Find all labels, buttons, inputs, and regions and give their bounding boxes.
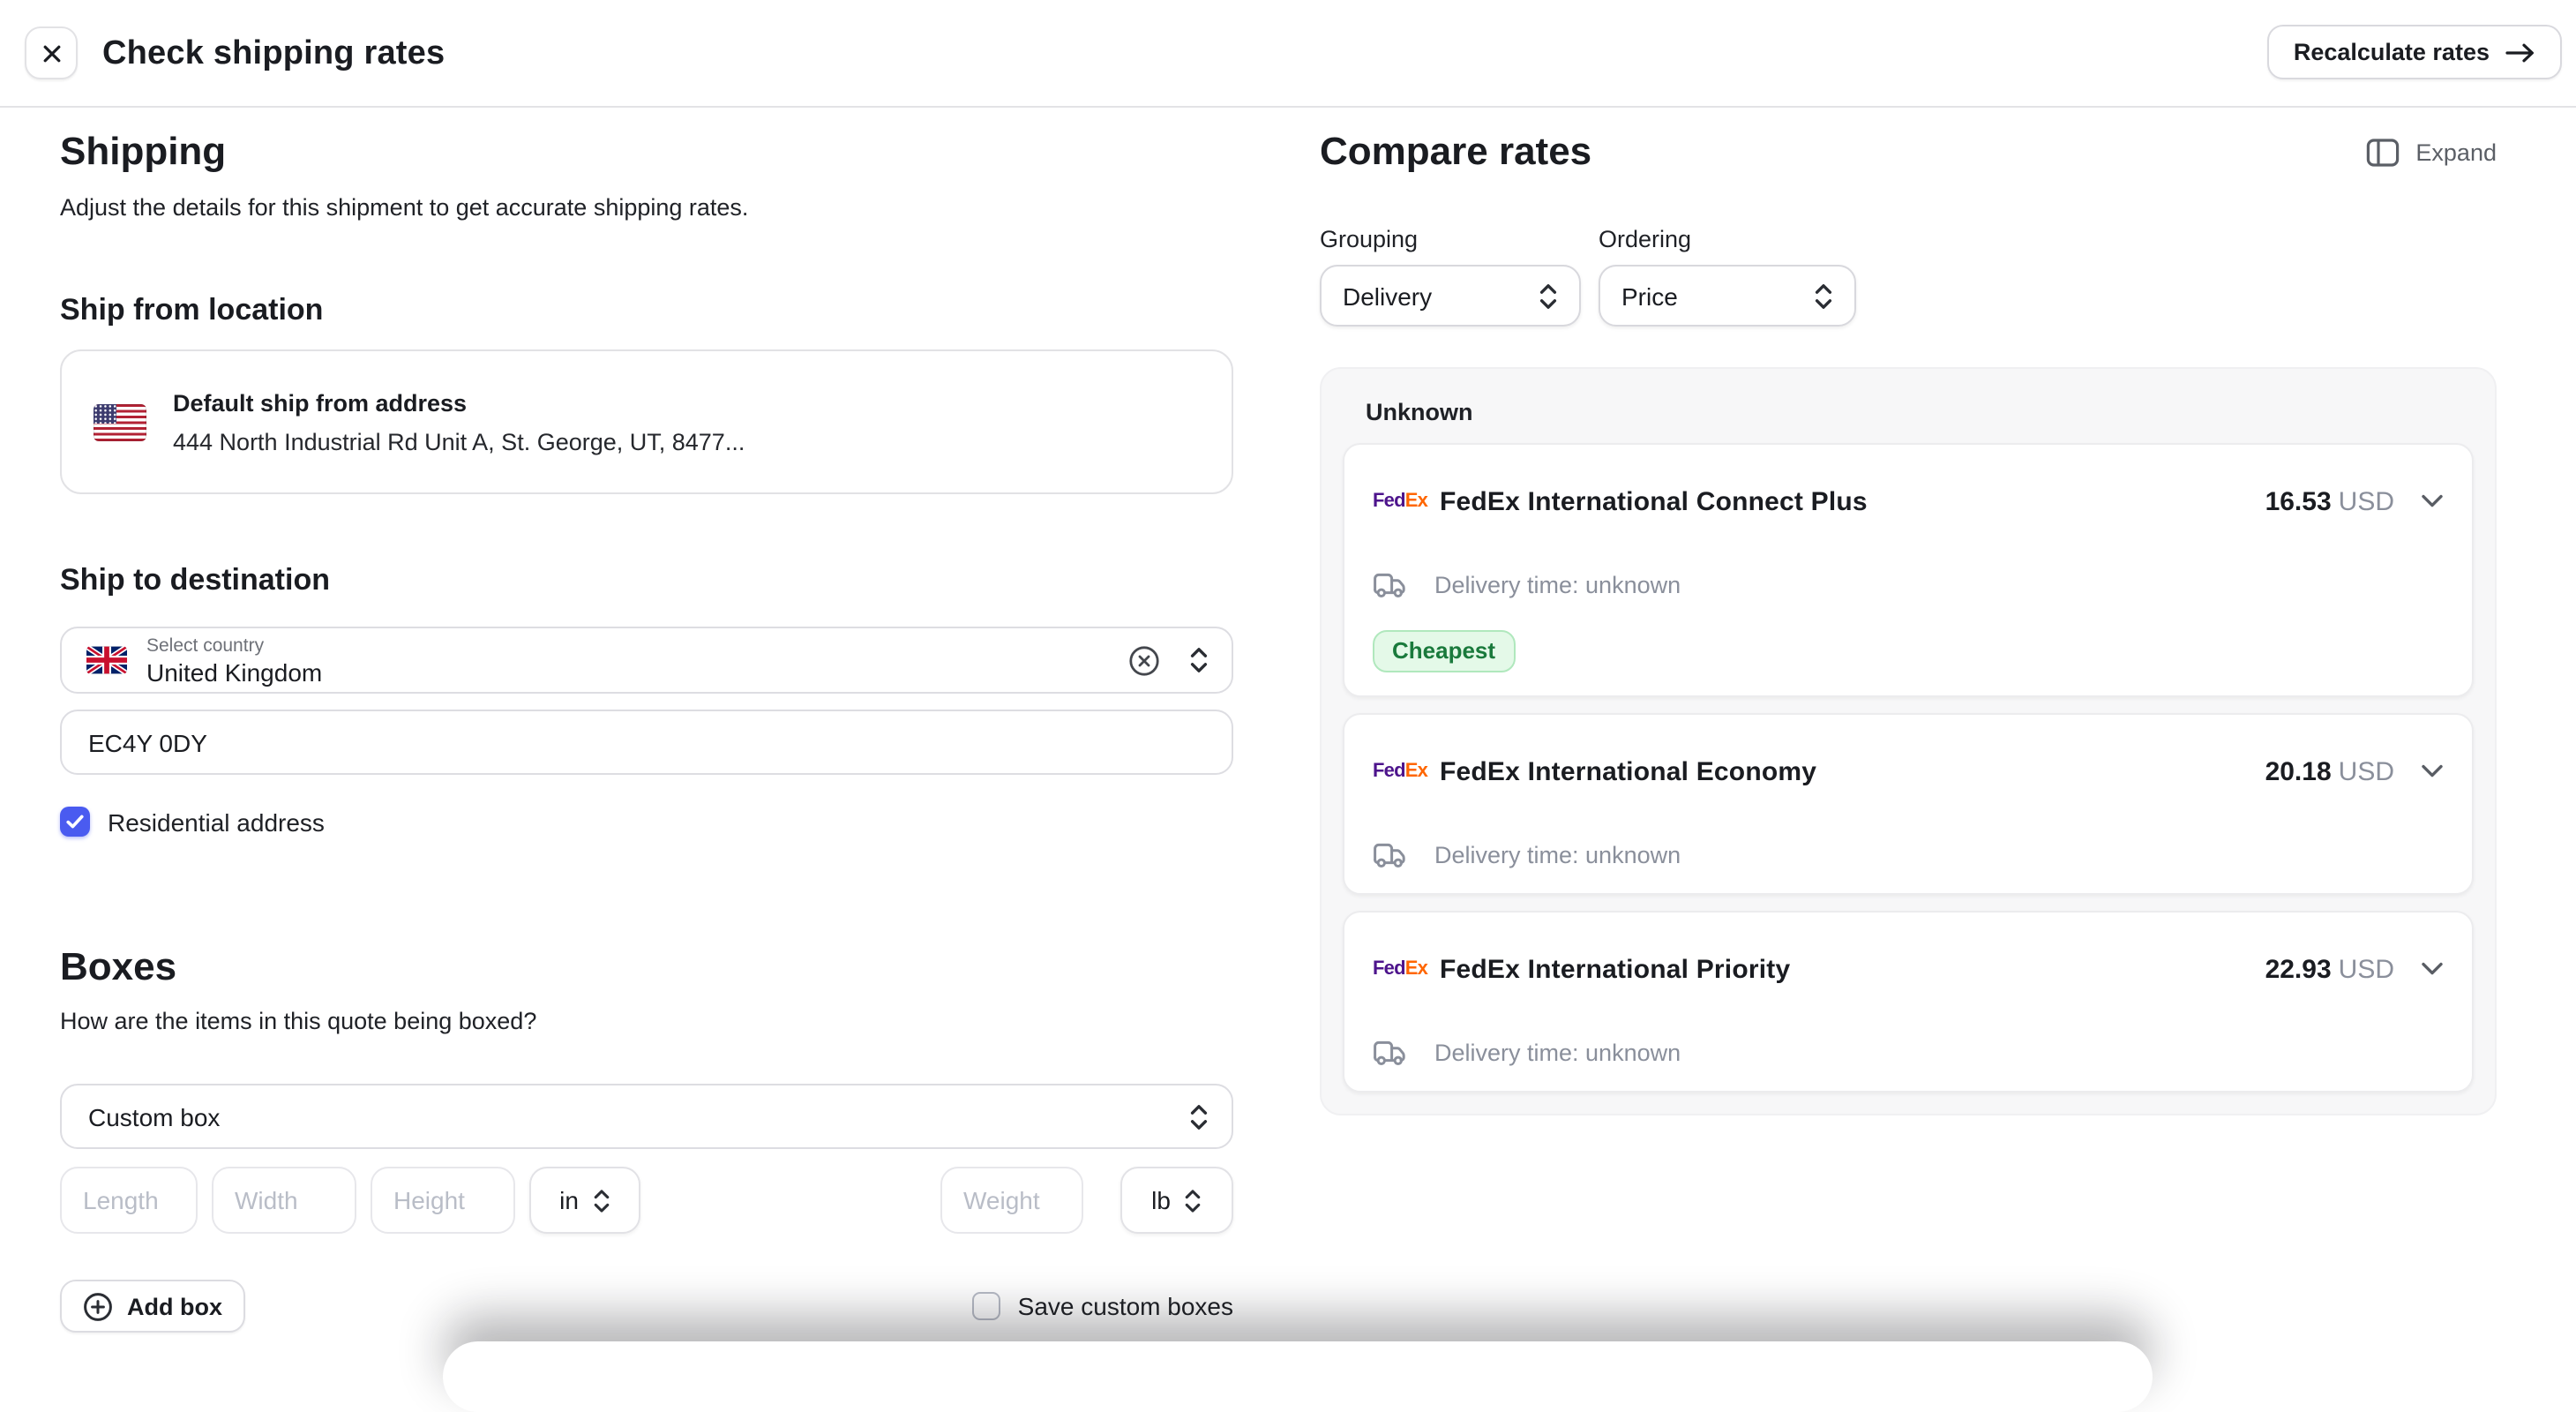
expand-label: Expand (2415, 139, 2497, 165)
box-type-value: Custom box (88, 1102, 221, 1130)
dimension-unit-value: in (559, 1186, 579, 1214)
rate-card-header[interactable]: FedEx FedEx International Priority 22.93… (1373, 953, 2444, 985)
rate-delivery-text: Delivery time: unknown (1434, 841, 1681, 867)
ordering-select[interactable]: Price (1599, 265, 1856, 327)
fedex-logo-icon: FedEx (1373, 761, 1428, 782)
chevron-down-icon (2421, 962, 2444, 976)
rate-card: FedEx FedEx International Priority 22.93… (1343, 911, 2474, 1093)
compare-rates-column: Compare rates Expand Grouping Ordering D… (1320, 106, 2497, 1115)
rate-delivery-row: Delivery time: unknown (1373, 568, 2444, 600)
shipping-heading: Shipping (60, 129, 227, 173)
rates-group-panel: Unknown FedEx FedEx International Connec… (1320, 367, 2497, 1115)
length-input[interactable] (60, 1167, 198, 1234)
weight-unit-value: lb (1151, 1186, 1171, 1214)
rate-name: FedEx International Connect Plus (1440, 486, 1868, 516)
truck-icon (1373, 1037, 1412, 1067)
rate-currency: USD (2338, 756, 2394, 786)
add-box-button[interactable]: Add box (60, 1280, 245, 1333)
rate-card-header[interactable]: FedEx FedEx International Economy 20.18 … (1373, 755, 2444, 787)
ordering-value: Price (1621, 282, 1678, 310)
rate-delivery-text: Delivery time: unknown (1434, 1039, 1681, 1065)
rate-card-header[interactable]: FedEx FedEx International Connect Plus 1… (1373, 485, 2444, 517)
chevron-down-icon (2421, 764, 2444, 778)
select-stepper-icon (1814, 282, 1833, 310)
rate-price: 16.53 (2265, 486, 2332, 516)
truck-icon (1373, 839, 1412, 869)
address-card-line: 444 North Industrial Rd Unit A, St. Geor… (173, 428, 745, 454)
weight-input[interactable] (940, 1167, 1083, 1234)
fedex-logo-icon: FedEx (1373, 958, 1428, 980)
check-shipping-rates-modal: Check shipping rates Recalculate rates S… (0, 0, 2576, 1333)
rate-currency: USD (2338, 486, 2394, 516)
width-input[interactable] (212, 1167, 356, 1234)
box-dimensions-row: in lb (60, 1167, 1233, 1234)
rate-currency: USD (2338, 954, 2394, 984)
height-input[interactable] (371, 1167, 515, 1234)
ship-from-address-card[interactable]: Default ship from address 444 North Indu… (60, 349, 1233, 494)
box-type-select[interactable]: Custom box (60, 1084, 1233, 1149)
recalculate-label: Recalculate rates (2293, 39, 2490, 65)
header-divider (0, 106, 2576, 108)
rate-delivery-row: Delivery time: unknown (1373, 838, 2444, 870)
select-stepper-icon (1539, 282, 1558, 310)
close-icon (41, 43, 61, 63)
rate-card: FedEx FedEx International Connect Plus 1… (1343, 443, 2474, 697)
save-custom-boxes-label: Save custom boxes (1017, 1292, 1233, 1320)
residential-address-label: Residential address (108, 807, 325, 836)
country-select-value: United Kingdom (146, 657, 323, 686)
rate-price: 22.93 (2265, 954, 2332, 984)
rate-card: FedEx FedEx International Economy 20.18 … (1343, 713, 2474, 895)
modal-header: Check shipping rates Recalculate rates (0, 0, 2576, 106)
boxes-heading: Boxes (60, 944, 177, 988)
rate-delivery-row: Delivery time: unknown (1373, 1036, 2444, 1068)
grouping-value: Delivery (1343, 282, 1433, 310)
cheapest-badge: Cheapest (1373, 630, 1516, 672)
recalculate-rates-button[interactable]: Recalculate rates (2266, 25, 2562, 79)
select-stepper-icon (1189, 646, 1209, 674)
rates-group-name: Unknown (1366, 399, 1473, 425)
fedex-logo-icon: FedEx (1373, 491, 1428, 512)
add-box-label: Add box (127, 1293, 222, 1319)
ordering-label: Ordering (1599, 226, 1692, 252)
address-card-title: Default ship from address (173, 389, 468, 416)
rate-name: FedEx International Economy (1440, 756, 1817, 786)
select-stepper-icon (1185, 1187, 1202, 1213)
rate-name: FedEx International Priority (1440, 954, 1791, 984)
grouping-label: Grouping (1320, 226, 1419, 252)
expand-button[interactable]: Expand (2366, 137, 2497, 167)
select-stepper-icon (593, 1187, 610, 1213)
country-select[interactable]: Select country United Kingdom (60, 627, 1233, 694)
rate-price: 20.18 (2265, 756, 2332, 786)
clear-country-icon[interactable] (1127, 643, 1161, 677)
compare-rates-heading: Compare rates (1320, 129, 1592, 173)
select-stepper-icon (1189, 1102, 1209, 1130)
boxes-subtitle: How are the items in this quote being bo… (60, 1008, 537, 1034)
residential-address-checkbox[interactable] (60, 807, 90, 837)
grouping-select[interactable]: Delivery (1320, 265, 1581, 327)
page-title: Check shipping rates (102, 35, 446, 72)
save-custom-boxes-checkbox[interactable] (971, 1292, 1000, 1320)
bottom-sheet-shadow (443, 1341, 2153, 1412)
rate-delivery-text: Delivery time: unknown (1434, 571, 1681, 597)
weight-unit-select[interactable]: lb (1120, 1167, 1233, 1234)
shipping-form-column: Shipping Adjust the details for this shi… (60, 106, 1233, 1333)
country-select-label: Select country (146, 635, 265, 656)
truck-icon (1373, 569, 1412, 599)
dimension-unit-select[interactable]: in (529, 1167, 640, 1234)
ship-from-heading: Ship from location (60, 293, 324, 327)
us-flag-icon (94, 403, 146, 440)
arrow-right-icon (2505, 41, 2535, 63)
plus-circle-icon (83, 1291, 113, 1321)
close-button[interactable] (25, 26, 78, 79)
chevron-down-icon (2421, 494, 2444, 508)
panel-left-icon (2366, 137, 2400, 167)
ship-to-heading: Ship to destination (60, 563, 330, 597)
uk-flag-icon (86, 646, 127, 674)
shipping-subtitle: Adjust the details for this shipment to … (60, 194, 749, 221)
postcode-input[interactable] (60, 710, 1233, 775)
